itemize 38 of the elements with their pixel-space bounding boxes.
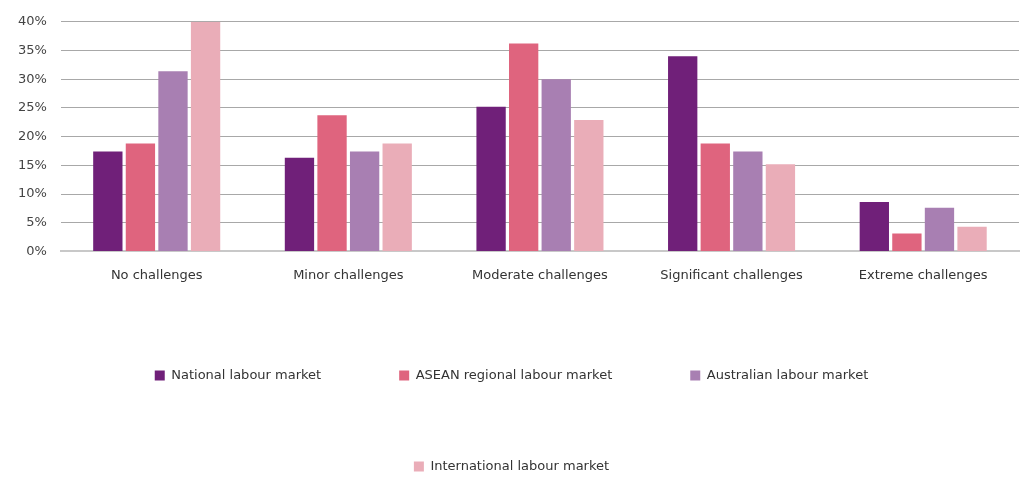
bar xyxy=(317,115,347,251)
y-tick-label: 20% xyxy=(17,127,47,143)
bar xyxy=(476,106,506,251)
y-tick-label: 10% xyxy=(17,185,47,201)
y-tick-label: 25% xyxy=(17,99,47,115)
y-tick-label: 0% xyxy=(26,242,47,258)
x-tick-label: Minor challenges xyxy=(293,266,404,282)
y-tick-label: 40% xyxy=(17,13,47,29)
bar xyxy=(700,143,730,251)
bar xyxy=(765,164,796,251)
bar xyxy=(158,71,188,251)
x-tick-label: Moderate challenges xyxy=(472,266,609,282)
bar xyxy=(190,21,221,251)
y-tick-label: 35% xyxy=(17,41,47,57)
bar xyxy=(924,207,955,251)
y-tick-label: 30% xyxy=(17,70,47,86)
bar xyxy=(382,143,412,251)
bar xyxy=(509,43,539,251)
bar xyxy=(541,79,571,251)
bar xyxy=(733,151,763,251)
x-tick-label: No challenges xyxy=(110,266,203,282)
bar xyxy=(892,233,922,251)
x-tick-label: Significant challenges xyxy=(660,266,804,282)
y-tick-label: 15% xyxy=(17,156,47,172)
legend-label: Australian labour market xyxy=(706,366,869,382)
legend-label: ASEAN regional labour market xyxy=(415,366,613,382)
bar xyxy=(574,119,604,251)
y-tick-label: 5% xyxy=(26,214,47,230)
bar xyxy=(125,143,156,251)
bar xyxy=(349,151,380,251)
bar xyxy=(957,226,987,251)
bar xyxy=(668,56,698,251)
bar xyxy=(859,202,889,251)
bar xyxy=(284,157,315,251)
bar xyxy=(93,151,123,251)
legend-label: National labour market xyxy=(171,366,322,382)
x-tick-label: Extreme challenges xyxy=(858,266,988,282)
legend-label: International labour market xyxy=(430,457,610,473)
